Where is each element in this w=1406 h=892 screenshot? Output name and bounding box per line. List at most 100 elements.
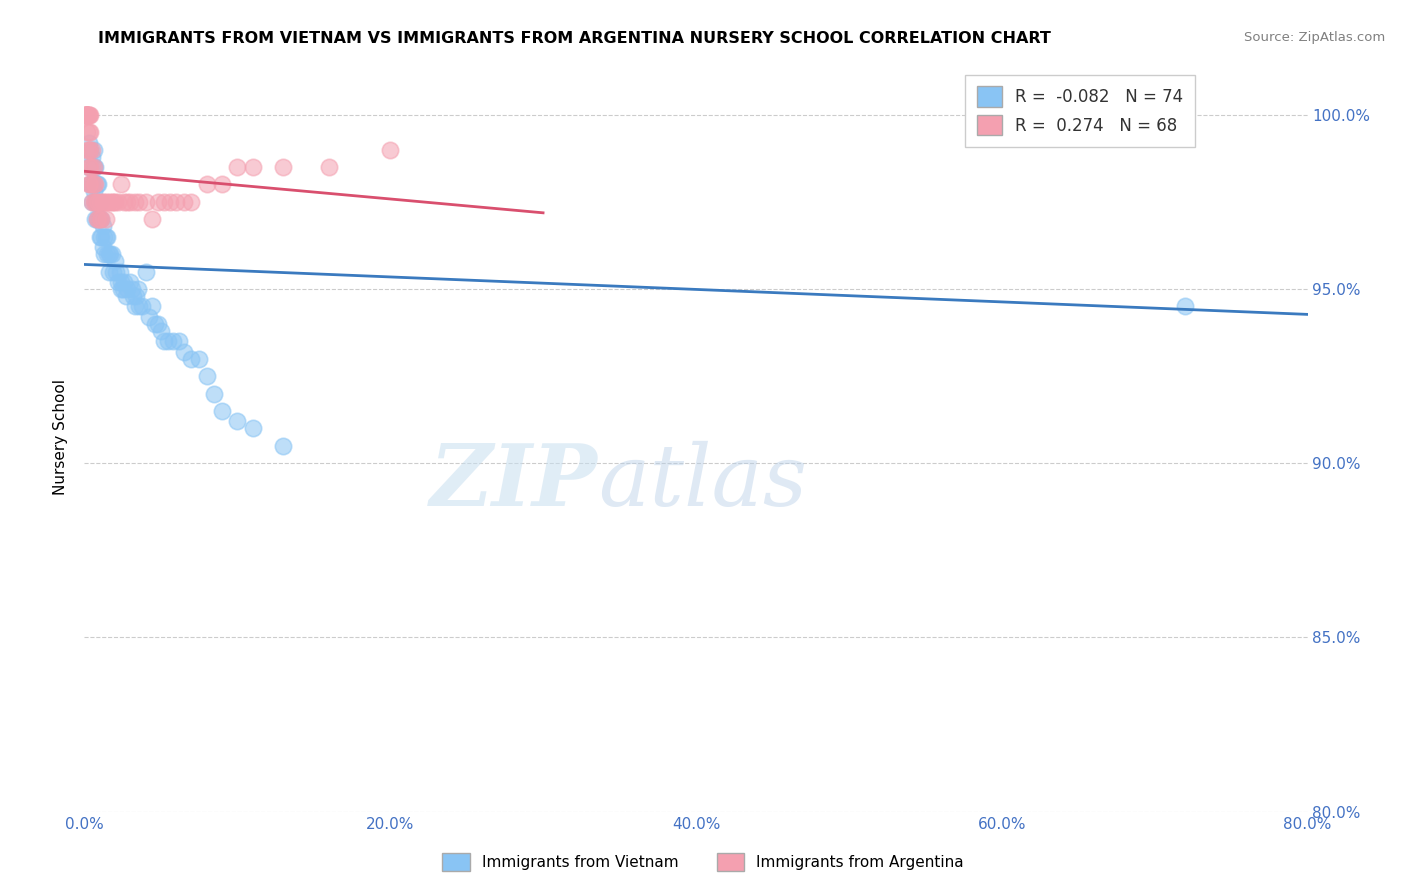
Point: [79, 178, 101, 192]
Point: [83, 194, 105, 209]
Point: [112, 275, 135, 289]
Point: [77, 160, 100, 174]
Point: [211, 178, 233, 192]
Point: [93, 194, 115, 209]
Point: [318, 160, 340, 174]
Point: [93, 247, 115, 261]
Point: [115, 282, 138, 296]
Text: atlas: atlas: [598, 441, 807, 524]
Text: Source: ZipAtlas.com: Source: ZipAtlas.com: [1244, 31, 1385, 45]
Point: [79, 143, 101, 157]
Point: [271, 439, 294, 453]
Point: [141, 212, 163, 227]
Point: [79, 108, 101, 122]
Point: [76, 108, 98, 122]
Point: [80, 178, 103, 192]
Point: [110, 282, 132, 296]
Point: [84, 212, 107, 227]
Text: ZIP: ZIP: [430, 441, 598, 524]
Point: [104, 194, 127, 209]
Point: [86, 212, 108, 227]
Point: [146, 317, 169, 331]
Point: [135, 194, 157, 209]
Point: [101, 247, 124, 261]
Point: [75, 108, 97, 122]
Point: [79, 143, 101, 157]
Point: [86, 178, 108, 192]
Point: [76, 143, 98, 157]
Legend: Immigrants from Vietnam, Immigrants from Argentina: Immigrants from Vietnam, Immigrants from…: [436, 847, 970, 877]
Point: [75, 108, 97, 122]
Point: [80, 194, 103, 209]
Point: [271, 160, 294, 174]
Point: [89, 212, 111, 227]
Point: [86, 194, 108, 209]
Point: [77, 108, 100, 122]
Point: [91, 240, 114, 254]
Point: [76, 108, 98, 122]
Point: [80, 160, 103, 174]
Point: [83, 185, 105, 199]
Point: [89, 212, 111, 227]
Point: [86, 212, 108, 227]
Point: [131, 299, 153, 313]
Point: [94, 212, 117, 227]
Point: [173, 344, 195, 359]
Point: [127, 282, 149, 296]
Point: [110, 275, 132, 289]
Point: [84, 194, 107, 209]
Point: [84, 160, 107, 174]
Point: [165, 194, 187, 209]
Point: [103, 264, 125, 278]
Point: [380, 143, 402, 157]
Point: [180, 351, 202, 366]
Point: [77, 143, 100, 157]
Point: [114, 289, 136, 303]
Point: [87, 212, 110, 227]
Point: [84, 178, 107, 192]
Text: IMMIGRANTS FROM VIETNAM VS IMMIGRANTS FROM ARGENTINA NURSERY SCHOOL CORRELATION : IMMIGRANTS FROM VIETNAM VS IMMIGRANTS FR…: [98, 31, 1052, 46]
Point: [124, 299, 146, 313]
Point: [79, 178, 101, 192]
Point: [188, 351, 211, 366]
Point: [98, 247, 121, 261]
Point: [89, 229, 111, 244]
Point: [195, 369, 218, 384]
Point: [97, 247, 120, 261]
Point: [111, 282, 134, 296]
Point: [76, 125, 98, 139]
Point: [90, 229, 112, 244]
Point: [79, 125, 101, 139]
Point: [157, 334, 180, 349]
Point: [121, 282, 143, 296]
Point: [146, 194, 169, 209]
Point: [180, 194, 202, 209]
Point: [124, 194, 146, 209]
Point: [80, 149, 103, 163]
Point: [83, 160, 105, 174]
Point: [75, 108, 97, 122]
Point: [90, 212, 112, 227]
Point: [97, 264, 120, 278]
Point: [80, 143, 103, 157]
Point: [96, 229, 118, 244]
Point: [135, 264, 157, 278]
Point: [211, 404, 233, 418]
Point: [1114, 108, 1136, 122]
Point: [90, 212, 112, 227]
Point: [80, 178, 103, 192]
Point: [107, 194, 129, 209]
Point: [83, 160, 105, 174]
Point: [101, 194, 124, 209]
Legend: R =  -0.082   N = 74, R =  0.274   N = 68: R = -0.082 N = 74, R = 0.274 N = 68: [966, 75, 1195, 147]
Point: [107, 275, 129, 289]
Y-axis label: Nursery School: Nursery School: [53, 379, 69, 495]
Point: [77, 160, 100, 174]
Point: [77, 108, 100, 122]
Point: [87, 212, 110, 227]
Point: [242, 160, 264, 174]
Point: [143, 317, 166, 331]
Point: [75, 108, 97, 122]
Point: [141, 299, 163, 313]
Point: [96, 247, 118, 261]
